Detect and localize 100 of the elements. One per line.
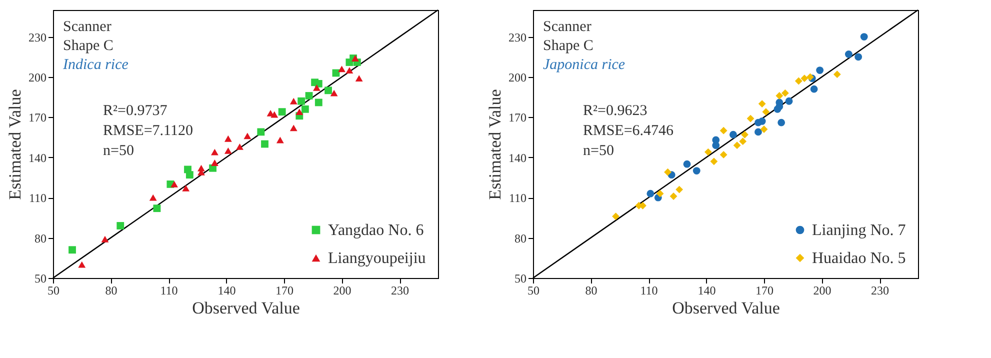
point — [182, 185, 190, 192]
y-tick-label: 170 — [508, 110, 526, 125]
y-tick-label: 230 — [508, 30, 526, 44]
point — [355, 75, 363, 82]
point — [236, 143, 244, 150]
point — [101, 236, 109, 242]
point — [305, 92, 313, 100]
annotation: n=50 — [103, 143, 134, 159]
point — [816, 66, 824, 74]
point — [810, 85, 818, 93]
legend-label: Liangyoupeijiu — [328, 250, 426, 267]
y-tick-label: 200 — [508, 70, 526, 84]
point — [683, 160, 691, 168]
point — [186, 171, 194, 179]
point — [720, 126, 728, 134]
y-tick-label: 170 — [28, 110, 46, 125]
point — [170, 180, 178, 188]
point — [244, 132, 252, 140]
point — [224, 147, 232, 154]
annotation: Shape C — [543, 38, 594, 54]
x-tick-label: 110 — [160, 284, 178, 298]
y-tick-label: 140 — [508, 150, 526, 165]
annotation: R²=0.9737 — [103, 103, 168, 119]
x-tick-label: 80 — [585, 284, 598, 298]
point — [781, 89, 789, 97]
x-tick-label: 50 — [528, 284, 540, 298]
point — [754, 128, 762, 136]
point — [210, 148, 218, 156]
point — [664, 168, 672, 176]
annotation: R²=0.9623 — [583, 103, 648, 119]
y-axis-title: Estimated Value — [486, 89, 504, 200]
y-tick-label: 110 — [508, 191, 526, 206]
point — [313, 84, 320, 91]
y-tick-label: 80 — [514, 231, 526, 246]
x-tick-label: 50 — [48, 284, 60, 298]
point — [68, 246, 76, 254]
point — [314, 98, 322, 106]
point — [612, 212, 620, 220]
x-tick-label: 170 — [276, 284, 294, 298]
x-tick-label: 140 — [218, 284, 236, 298]
legend-label: Lianjing No. 7 — [812, 222, 906, 239]
point — [261, 140, 268, 148]
point — [330, 90, 338, 96]
x-tick-label: 230 — [391, 284, 409, 298]
point — [298, 97, 306, 105]
point — [833, 70, 841, 78]
point — [729, 130, 737, 138]
point — [276, 136, 284, 144]
point — [710, 158, 718, 166]
point — [776, 92, 784, 100]
legend-label: Yangdao No. 6 — [328, 222, 424, 239]
x-tick-label: 80 — [105, 284, 118, 298]
legend-label: Huaidao No. 5 — [812, 250, 906, 267]
point — [338, 66, 346, 72]
point — [692, 167, 700, 174]
point — [800, 74, 808, 82]
point — [301, 105, 309, 113]
point — [646, 190, 654, 198]
point — [656, 190, 664, 198]
point — [149, 194, 157, 201]
point — [854, 53, 862, 61]
x-tick-label: 230 — [871, 284, 889, 298]
point — [210, 160, 218, 166]
y-tick-label: 200 — [28, 70, 46, 84]
point — [78, 261, 86, 268]
x-axis-title: Observed Value — [672, 298, 780, 318]
point — [290, 124, 298, 132]
point — [860, 33, 868, 40]
x-axis-title: Observed Value — [192, 298, 300, 318]
point — [153, 204, 161, 212]
point — [324, 86, 332, 94]
point — [296, 108, 304, 116]
point — [758, 118, 766, 125]
annotation: RMSE=7.1120 — [103, 123, 193, 139]
point — [257, 128, 265, 136]
point — [116, 222, 124, 230]
y-tick-label: 230 — [28, 30, 46, 44]
point — [733, 142, 741, 150]
y-tick-label: 80 — [34, 231, 46, 246]
x-tick-label: 170 — [756, 284, 774, 298]
point — [762, 108, 770, 116]
point — [278, 108, 286, 116]
y-tick-label: 140 — [28, 150, 46, 165]
point — [778, 118, 786, 126]
point — [758, 100, 766, 108]
point — [785, 97, 793, 105]
y-axis-title: Estimated Value — [6, 89, 24, 200]
point — [739, 138, 747, 146]
point — [346, 67, 354, 74]
x-tick-label: 110 — [640, 284, 658, 298]
x-tick-label: 200 — [333, 284, 352, 298]
annotation: Indica rice — [62, 57, 129, 73]
point — [270, 111, 278, 118]
point — [720, 151, 728, 158]
point — [712, 142, 720, 150]
y-tick-label: 50 — [34, 272, 46, 286]
point — [676, 186, 684, 194]
point — [746, 114, 754, 122]
point — [794, 77, 802, 85]
x-tick-label: 140 — [698, 284, 716, 298]
